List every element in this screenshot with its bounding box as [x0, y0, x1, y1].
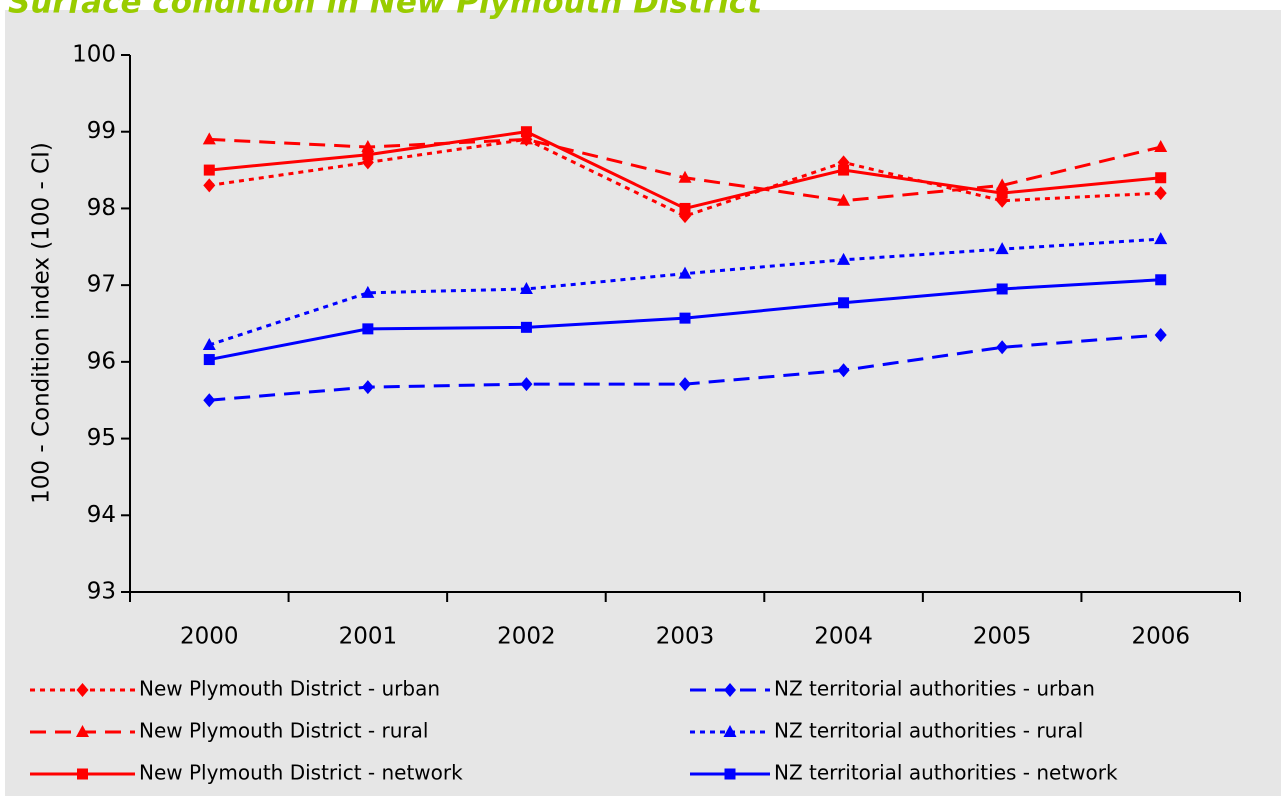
data-point	[519, 281, 533, 294]
data-point	[361, 285, 375, 298]
data-point	[679, 377, 691, 392]
data-point	[361, 140, 375, 153]
data-point	[202, 337, 216, 350]
data-point	[520, 321, 532, 333]
data-point	[837, 363, 850, 378]
data-point	[1155, 172, 1167, 184]
data-point	[1154, 140, 1168, 153]
data-point	[203, 393, 216, 408]
data-point	[838, 297, 850, 309]
y-tick-label: 100	[72, 42, 116, 68]
data-point	[202, 132, 216, 145]
data-point	[1154, 328, 1167, 343]
data-point	[996, 187, 1008, 199]
legend-marker	[724, 768, 736, 780]
data-point	[203, 354, 215, 366]
y-tick-label: 94	[87, 502, 116, 528]
data-point	[203, 178, 216, 193]
data-point	[362, 149, 374, 161]
data-point	[1154, 186, 1167, 201]
data-point	[520, 126, 532, 138]
y-axis-label: 100 - Condition index (100 - CI)	[29, 142, 55, 504]
x-tick-label: 2006	[1131, 624, 1190, 650]
legend-label: New Plymouth District - network	[139, 761, 463, 785]
y-tick-label: 96	[87, 348, 116, 374]
chart-title: Surface condition in New Plymouth Distri…	[8, 0, 763, 21]
legend-marker	[77, 768, 88, 780]
data-point	[361, 380, 374, 395]
data-point	[362, 323, 374, 335]
x-tick-label: 2001	[339, 624, 398, 650]
legend-marker	[723, 725, 737, 737]
legend-label: NZ territorial authorities - network	[774, 761, 1118, 785]
y-tick-label: 93	[87, 579, 116, 605]
x-tick-label: 2004	[814, 624, 873, 650]
data-point	[520, 377, 533, 392]
data-point	[995, 242, 1009, 255]
data-point	[1154, 232, 1168, 245]
data-point	[996, 340, 1009, 355]
x-tick-label: 2003	[656, 624, 715, 650]
legend-label: New Plymouth District - rural	[139, 719, 428, 743]
data-point	[679, 202, 691, 214]
y-tick-label: 95	[87, 425, 116, 451]
data-point	[996, 283, 1008, 295]
data-point	[837, 193, 851, 206]
legend-marker	[724, 683, 736, 697]
legend-marker	[76, 725, 89, 737]
data-point	[1155, 274, 1167, 286]
data-point	[678, 170, 692, 183]
legend-label: NZ territorial authorities - rural	[774, 719, 1083, 743]
data-point	[838, 164, 850, 176]
data-point	[995, 178, 1009, 191]
x-tick-label: 2000	[180, 624, 239, 650]
x-tick-label: 2002	[497, 624, 556, 650]
data-point	[203, 164, 215, 176]
data-point	[837, 252, 851, 265]
legend-label: NZ territorial authorities - urban	[774, 677, 1095, 701]
y-tick-label: 99	[87, 118, 116, 144]
legend-marker	[76, 683, 89, 697]
data-point	[679, 312, 691, 324]
y-tick-label: 98	[87, 195, 116, 221]
y-tick-label: 97	[87, 272, 116, 298]
legend-label: New Plymouth District - urban	[139, 677, 440, 701]
data-point	[519, 132, 533, 145]
x-tick-label: 2005	[973, 624, 1032, 650]
data-point	[678, 266, 692, 279]
